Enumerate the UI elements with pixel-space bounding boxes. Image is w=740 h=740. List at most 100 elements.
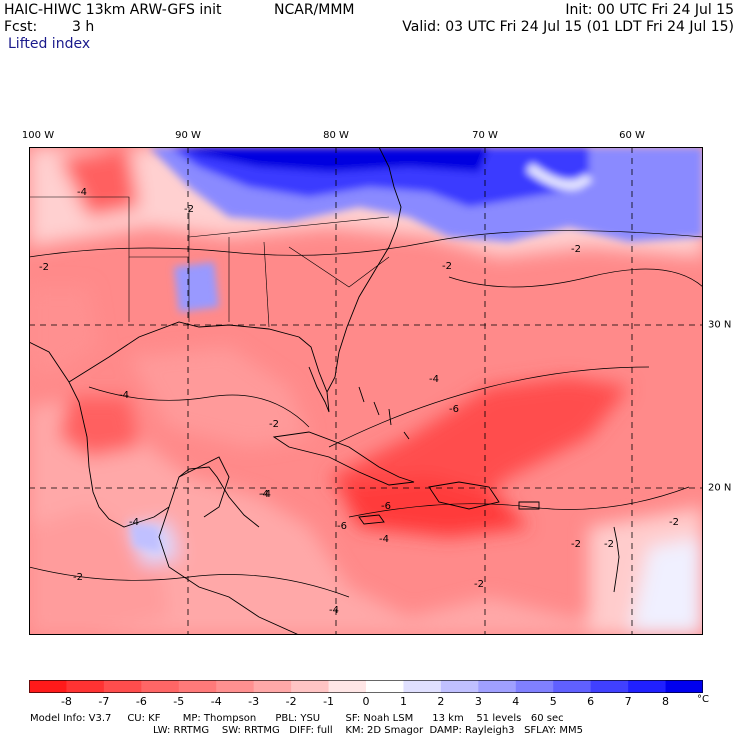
contour-label: -4: [261, 489, 271, 500]
jamaica: [358, 514, 385, 525]
blue-pool-mexico: [129, 522, 161, 552]
blue-pool-arkansas: [174, 262, 219, 312]
central-america: [158, 506, 300, 635]
contour-label: -2: [73, 572, 83, 583]
lon-label-70w: 70 W: [472, 130, 498, 141]
contour-label: -6: [449, 404, 459, 415]
colorbar-swatch: [628, 680, 667, 693]
graticule: [29, 147, 703, 635]
contour-label: -4: [259, 489, 269, 500]
colorbar-tick-label: 5: [549, 695, 557, 708]
contour-5: [29, 566, 350, 598]
contour-1: [29, 230, 703, 258]
contour-label: -2: [442, 261, 452, 272]
forecast-hour: 3 h: [72, 19, 95, 35]
contour-4: [88, 386, 310, 428]
north-blue-fields: [129, 147, 703, 552]
colorbar-swatch: [253, 680, 292, 693]
lon-label-60w: 60 W: [619, 130, 645, 141]
blue-band-deep: [179, 147, 489, 172]
forecast-label: Fcst:: [4, 19, 38, 35]
contour-label: -2: [571, 244, 581, 255]
contour-3: [348, 486, 690, 518]
louisiana-coast: [68, 321, 300, 383]
border-1: [29, 196, 189, 258]
contour-6: [448, 268, 703, 288]
shade-midwest-deep: [59, 147, 139, 217]
colorbar-swatch: [515, 680, 554, 693]
border-6: [188, 216, 390, 238]
colorbar-tick-label: 1: [399, 695, 407, 708]
blue-swirl: [526, 162, 593, 190]
colorbar-tick-label: 7: [624, 695, 632, 708]
coastlines: [29, 147, 620, 635]
model-info-line1: Model Info: V3.7 CU: KF MP: Thompson PBL…: [30, 713, 564, 724]
lifted-index-map: -4 -2 -2 -2 -2 -4 -4 -6 -6 -4 -4 -2 -2 -…: [29, 147, 703, 635]
colorbar-tick-label: 0: [362, 695, 370, 708]
bahamas: [358, 386, 410, 440]
colorbar-swatch: [141, 680, 180, 693]
colorbar-swatch: [403, 680, 442, 693]
contour-label: -2: [571, 539, 581, 550]
lon-label-80w: 80 W: [323, 130, 349, 141]
colorbar-swatch: [590, 680, 629, 693]
contour-label: -4: [429, 374, 439, 385]
map-frame: [29, 147, 703, 635]
hispaniola: [428, 481, 500, 510]
yucatan: [178, 456, 230, 518]
org-label: NCAR/MMM: [274, 2, 355, 18]
colorbar-tick-label: -6: [135, 695, 147, 708]
colorbar-tick-label: 6: [587, 695, 595, 708]
colorbar-tick-label: -7: [98, 695, 110, 708]
state-borders: [29, 196, 390, 328]
colorbar-tick-label: 3: [474, 695, 482, 708]
colorbar-unit: °C: [697, 694, 709, 705]
contour-label: -2: [269, 419, 279, 430]
model-info-line2: LW: RRTMG SW: RRTMG DIFF: full KM: 2D Sm…: [153, 725, 583, 736]
lon-label-100w: 100 W: [21, 130, 55, 141]
colorbar-swatch: [366, 680, 404, 693]
contour-2: [328, 366, 650, 448]
contour-label: -2: [184, 204, 194, 215]
border-5: [263, 241, 270, 328]
florida: [298, 336, 330, 413]
lat-label-20n: 20 N: [708, 482, 732, 494]
colorbar-swatch: [103, 680, 142, 693]
shade-gulf-pale: [129, 347, 309, 447]
florida-east: [326, 226, 398, 393]
shade-texas-pale: [29, 287, 99, 377]
colorbar-swatch: [440, 680, 479, 693]
colorbar-tick-label: -1: [323, 695, 335, 708]
puerto-rico: [518, 501, 540, 510]
colorbar-swatch: [553, 680, 592, 693]
colorbar-swatch: [328, 680, 367, 693]
contour-label: -2: [39, 262, 49, 273]
colorbar-swatch: [178, 680, 217, 693]
contour-label: -2: [604, 539, 614, 550]
contour-label: -4: [129, 517, 139, 528]
colorbar-swatch: [665, 680, 703, 693]
contour-label: -6: [337, 521, 347, 532]
contour-label: -2: [474, 579, 484, 590]
border-7: [288, 246, 390, 288]
colorbar: [29, 680, 703, 693]
colorbar-swatch: [216, 680, 255, 693]
colorbar-tick-label: -4: [210, 695, 222, 708]
contour-label: -2: [669, 517, 679, 528]
colorbar-swatch: [478, 680, 517, 693]
cuba: [272, 431, 415, 486]
contours: [29, 230, 703, 598]
lesser-antilles: [613, 526, 620, 593]
field-name: Lifted index: [8, 36, 91, 52]
colorbar-tick-label: 4: [512, 695, 520, 708]
shade-caribbean-deep: [339, 477, 529, 537]
contour-label: -4: [379, 534, 389, 545]
shade-se-white: [629, 537, 703, 635]
colorbar-tick-label: -5: [173, 695, 185, 708]
us-gulf-coast: [29, 341, 260, 528]
colorbar-tick-label: -3: [248, 695, 260, 708]
contour-label: -6: [381, 501, 391, 512]
colorbar-tick-label: 8: [662, 695, 670, 708]
model-title: HAIC-HIWC 13km ARW-GFS init: [4, 2, 222, 18]
contour-label: -4: [329, 605, 339, 616]
